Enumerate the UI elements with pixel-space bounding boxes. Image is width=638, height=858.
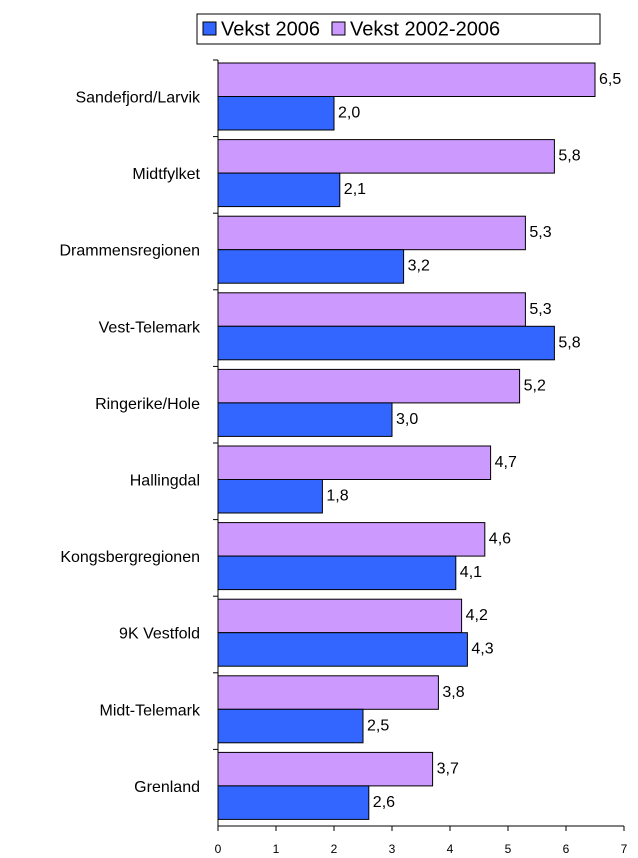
bar — [217, 172, 341, 208]
bar — [217, 675, 439, 710]
value-label: 4,1 — [460, 564, 482, 581]
value-label: 4,6 — [489, 531, 511, 548]
y-tick-label: Midtfylket — [132, 166, 200, 183]
x-tick-label: 7 — [621, 842, 628, 856]
value-label: 5,8 — [558, 148, 580, 165]
value-label: 2,6 — [373, 794, 395, 811]
x-tick-label: 6 — [563, 842, 570, 856]
bar — [217, 522, 486, 557]
y-tick-label: Ringerike/Hole — [95, 396, 200, 413]
value-label: 4,7 — [495, 454, 517, 471]
legend-label: Vekst 2002-2006 — [350, 18, 500, 40]
y-tick-label: Kongsbergregionen — [60, 549, 200, 566]
value-label: 5,3 — [529, 224, 551, 241]
value-label: 2,1 — [344, 181, 366, 198]
y-tick-label: Hallingdal — [130, 473, 200, 490]
bar — [217, 785, 370, 820]
value-label: 1,8 — [326, 487, 348, 504]
bar — [217, 325, 555, 361]
value-label: 5,3 — [529, 301, 551, 318]
y-tick-label: Sandefjord/Larvik — [75, 90, 201, 107]
bar — [217, 708, 364, 744]
value-label: 3,7 — [437, 760, 459, 777]
y-tick-label: Grenland — [134, 779, 200, 796]
bar — [217, 445, 492, 480]
x-tick-label: 3 — [389, 842, 396, 856]
legend-swatch — [202, 21, 217, 36]
bar — [217, 96, 335, 131]
bar — [217, 751, 434, 787]
bar — [217, 215, 526, 251]
legend-label: Vekst 2006 — [221, 18, 320, 40]
y-tick-label: Drammensregionen — [59, 243, 200, 260]
legend-box — [196, 13, 601, 45]
value-label: 5,8 — [558, 334, 580, 351]
value-label: 3,2 — [408, 258, 430, 275]
bar — [217, 555, 457, 591]
x-tick-label: 0 — [215, 842, 222, 856]
bar — [217, 402, 393, 437]
bar — [217, 292, 526, 327]
bar — [217, 598, 463, 634]
value-label: 2,5 — [367, 717, 389, 734]
value-label: 6,5 — [599, 71, 621, 88]
bar — [217, 249, 405, 284]
x-tick-label: 4 — [447, 842, 454, 856]
bar — [217, 62, 596, 97]
y-tick-label: Midt-Telemark — [100, 702, 201, 719]
value-label: 4,3 — [471, 641, 493, 658]
value-label: 3,8 — [442, 684, 464, 701]
x-tick-label: 2 — [331, 842, 338, 856]
legend-swatch — [331, 21, 346, 36]
value-label: 3,0 — [396, 411, 418, 428]
y-tick-label: Vest-Telemark — [99, 319, 201, 336]
x-tick-label: 5 — [505, 842, 512, 856]
x-tick-label: 1 — [273, 842, 280, 856]
y-tick-label: 9K Vestfold — [119, 626, 200, 643]
bar — [217, 139, 555, 174]
value-label: 2,0 — [338, 104, 360, 121]
bar — [217, 368, 521, 404]
bar — [217, 632, 468, 667]
value-label: 4,2 — [466, 607, 488, 624]
bar — [217, 479, 323, 514]
value-label: 5,2 — [524, 377, 546, 394]
